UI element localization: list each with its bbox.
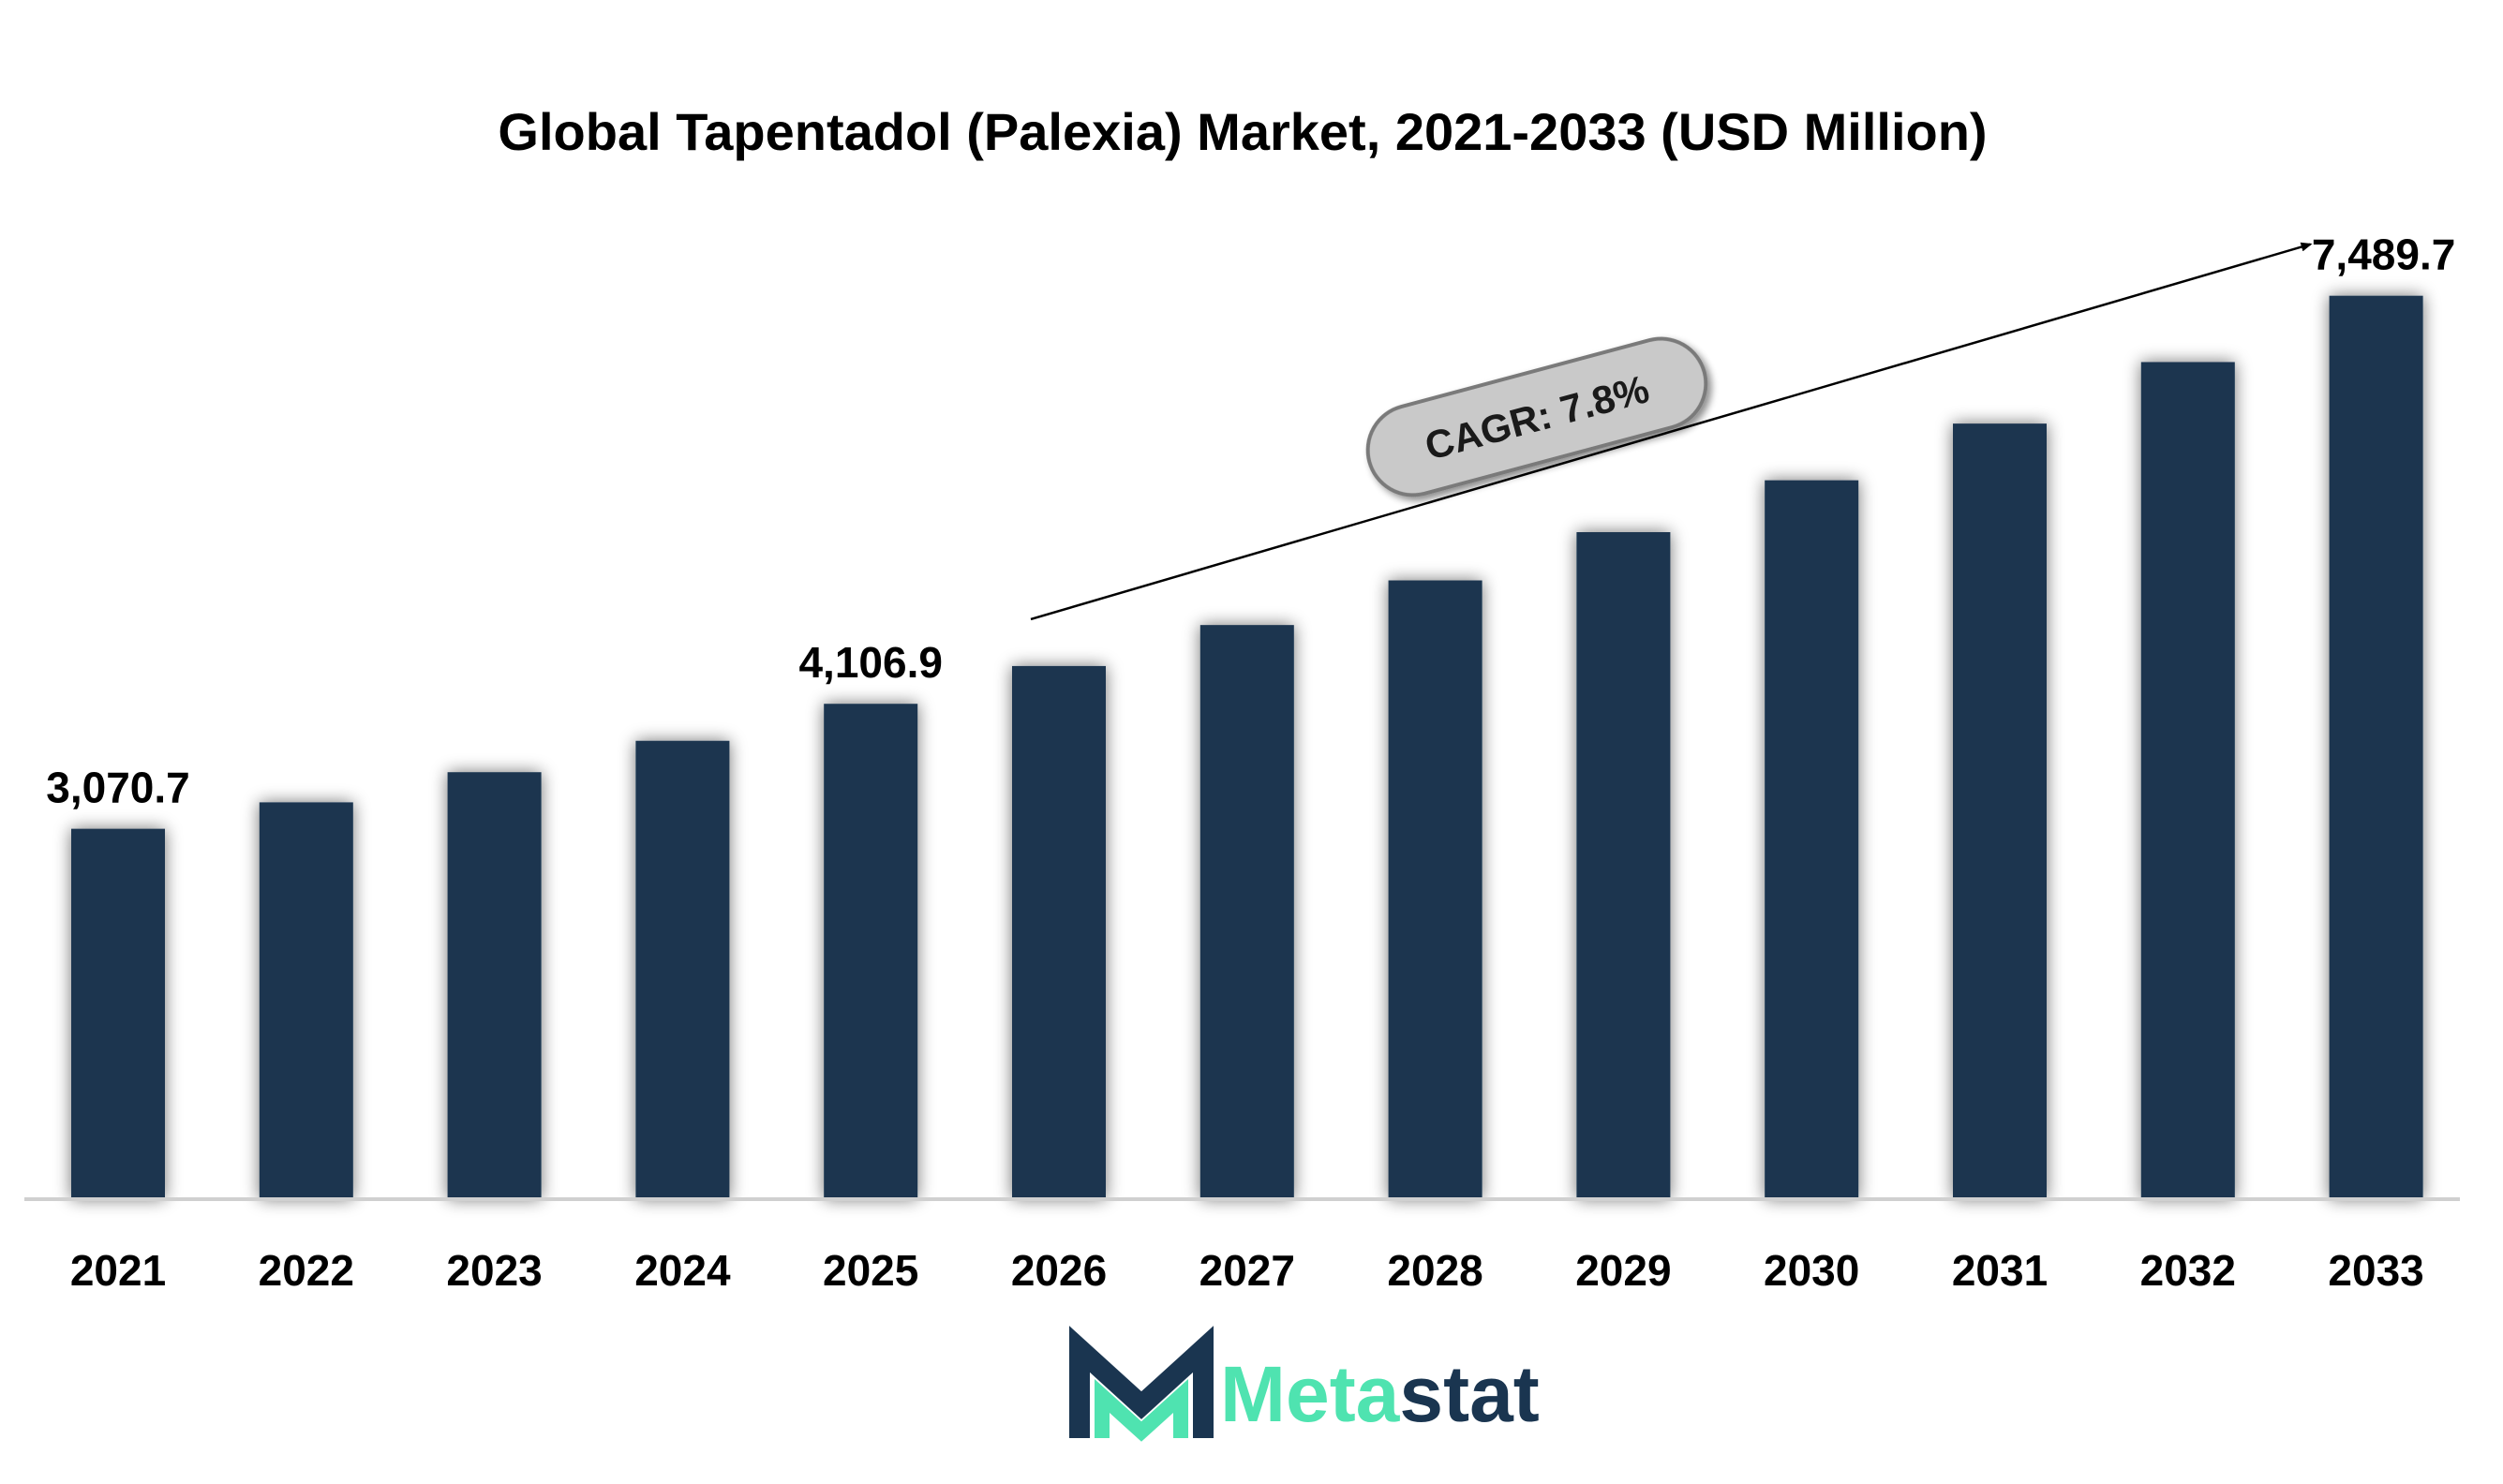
x-tick-2021: 2021 (70, 1246, 166, 1295)
data-label-2025: 4,106.9 (798, 638, 942, 687)
x-tick-2032: 2032 (2140, 1246, 2236, 1295)
bar-2031 (1953, 423, 2047, 1199)
bar-2033 (2329, 295, 2423, 1199)
logo-text-stat: stat (1399, 1350, 1539, 1438)
x-tick-2033: 2033 (2328, 1246, 2423, 1295)
metastat-logo-text: Metastat (1220, 1350, 1540, 1438)
bar-2032 (2140, 362, 2235, 1200)
metastat-logo-icon (1069, 1326, 1214, 1442)
metastat-logo: Metastat (1069, 1326, 1540, 1442)
bars-layer (71, 295, 2423, 1200)
x-tick-2023: 2023 (446, 1246, 542, 1295)
bar-2027 (1199, 625, 1294, 1199)
bar-2025 (824, 704, 918, 1199)
x-tick-2031: 2031 (1952, 1246, 2048, 1295)
data-labels-layer: 3,070.7 4,106.9 7,489.7 (46, 230, 2455, 812)
bar-2022 (259, 802, 353, 1199)
bar-2029 (1576, 532, 1671, 1199)
x-tick-2028: 2028 (1387, 1246, 1482, 1295)
bar-2023 (447, 772, 542, 1199)
data-label-2021: 3,070.7 (46, 764, 189, 812)
x-tick-2022: 2022 (259, 1246, 354, 1295)
x-tick-2027: 2027 (1199, 1246, 1295, 1295)
bar-2026 (1012, 665, 1106, 1199)
x-axis-ticks: 2021 2022 2023 2024 2025 2026 2027 2028 2029 2030… (70, 1246, 2424, 1295)
chart-title: Global Tapentadol (Palexia) Market, 2021… (498, 102, 1987, 161)
x-tick-2029: 2029 (1575, 1246, 1671, 1295)
bar-2028 (1388, 580, 1482, 1199)
data-label-2033: 7,489.7 (2312, 230, 2455, 279)
x-tick-2025: 2025 (823, 1246, 918, 1295)
x-tick-2024: 2024 (634, 1246, 731, 1295)
cagr-badge-pill (1365, 336, 1708, 497)
bar-2030 (1765, 480, 1859, 1199)
cagr-badge: CAGR: 7.8% (1365, 336, 1708, 497)
cagr-arrow (1030, 242, 2313, 621)
x-tick-2030: 2030 (1764, 1246, 1859, 1295)
bar-2021 (71, 828, 165, 1199)
logo-text-meta: Meta (1220, 1350, 1401, 1438)
x-tick-2026: 2026 (1011, 1246, 1107, 1295)
bar-2024 (635, 740, 730, 1199)
